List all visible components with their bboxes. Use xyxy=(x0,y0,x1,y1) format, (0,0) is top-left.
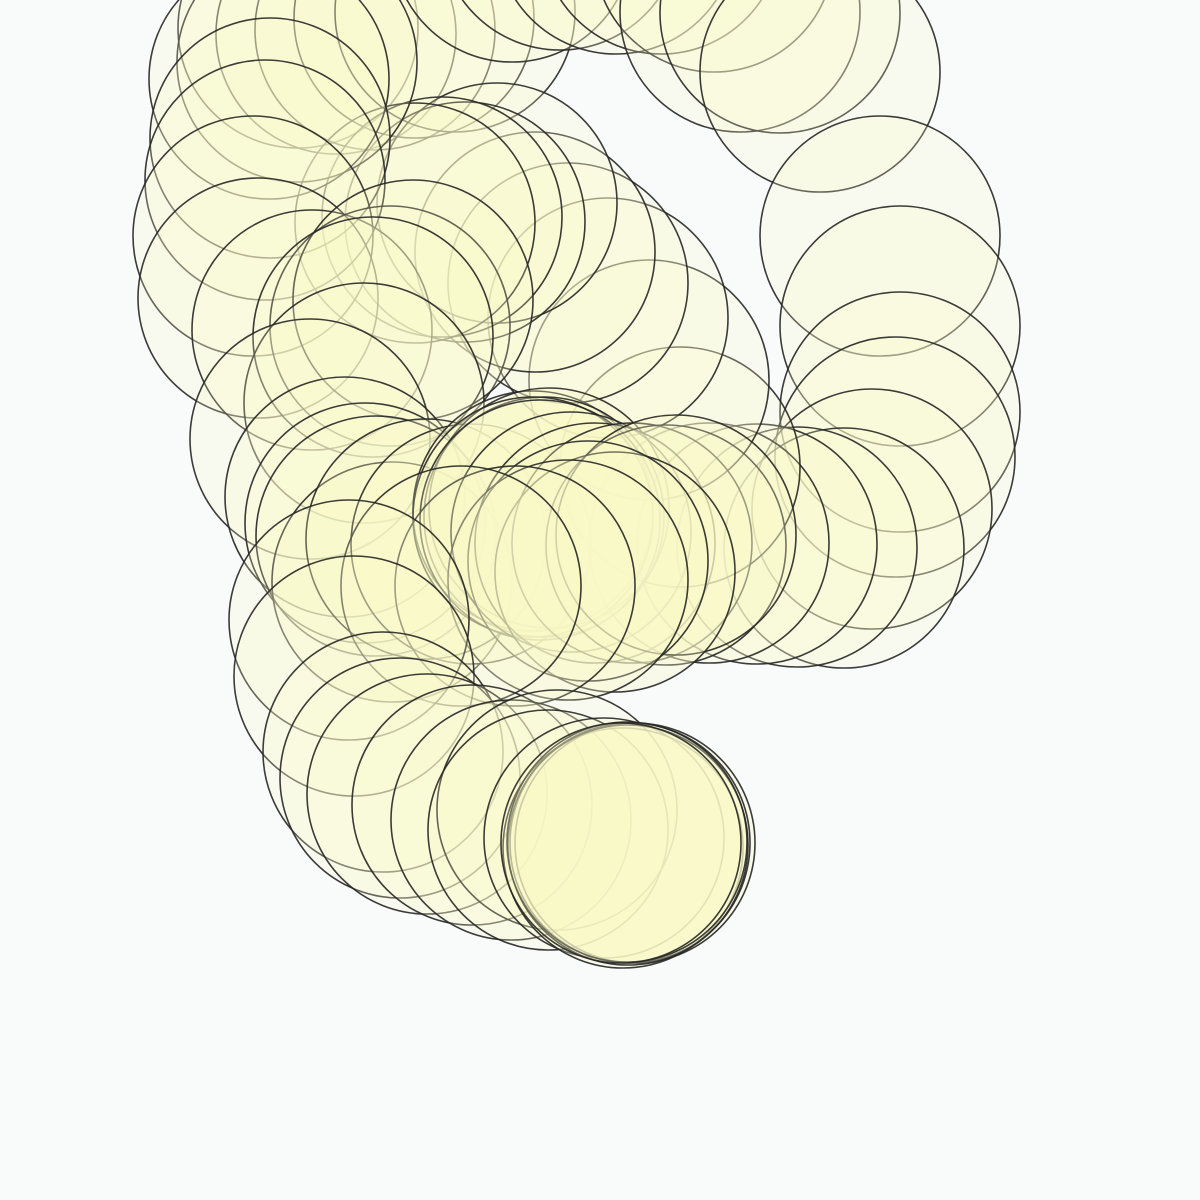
circle-outline xyxy=(293,0,535,139)
circle-outline xyxy=(334,0,576,133)
circle-outline xyxy=(699,0,941,193)
circle-outline xyxy=(306,673,548,915)
circle-outline xyxy=(419,399,661,641)
circle-outline xyxy=(427,709,669,951)
circle-outline xyxy=(502,727,744,969)
circle-outline xyxy=(148,0,390,200)
circle-outline xyxy=(779,291,1021,533)
circle-outline xyxy=(676,426,918,668)
circle-outline xyxy=(450,411,692,653)
circle-outline xyxy=(144,59,386,301)
ring-group xyxy=(132,0,1021,969)
circle-outline xyxy=(555,414,797,656)
circle-outline xyxy=(215,0,457,155)
circle-outline xyxy=(500,722,742,964)
circle-outline xyxy=(506,721,748,963)
circle-outline xyxy=(528,259,770,501)
circle-outline xyxy=(759,115,1001,357)
circle-outline xyxy=(779,205,1021,447)
circle-outline xyxy=(507,724,749,966)
circle-outline xyxy=(619,0,861,133)
circle-outline xyxy=(351,684,593,926)
circle-outline xyxy=(428,387,670,629)
circle-outline xyxy=(137,177,379,419)
circle-outline xyxy=(723,427,965,669)
circle-outline xyxy=(436,689,678,931)
circle-outline xyxy=(545,424,787,666)
circle-outline xyxy=(659,0,901,134)
circle-outline xyxy=(774,336,1016,578)
circle-outline xyxy=(255,415,497,657)
circle-outline xyxy=(149,17,391,259)
circle-outline xyxy=(233,555,475,797)
circle-outline xyxy=(262,631,504,873)
circle-outline xyxy=(228,499,470,741)
circle-outline xyxy=(603,0,825,73)
circle-outline xyxy=(414,131,656,373)
circle-outline xyxy=(447,459,689,701)
circle-outline xyxy=(340,465,582,707)
circle-outline xyxy=(461,0,659,51)
circle-outline xyxy=(350,423,592,665)
circle-outline xyxy=(406,0,618,63)
circle-outline xyxy=(412,396,654,638)
circle-outline xyxy=(344,101,586,343)
circle-outline xyxy=(483,717,725,959)
circle-outline xyxy=(191,209,433,451)
circle-outline xyxy=(394,465,636,707)
circle-outline xyxy=(514,0,718,55)
